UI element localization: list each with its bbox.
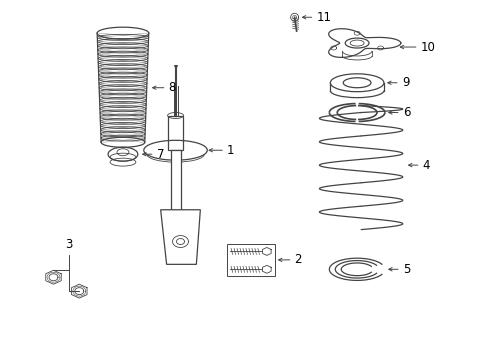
Text: 10: 10 bbox=[420, 41, 436, 54]
Text: 5: 5 bbox=[403, 263, 410, 276]
Text: 7: 7 bbox=[157, 148, 164, 161]
Polygon shape bbox=[161, 210, 200, 264]
Bar bbox=[171, 150, 180, 210]
Text: 8: 8 bbox=[169, 81, 176, 94]
Text: 2: 2 bbox=[294, 253, 302, 266]
Text: 1: 1 bbox=[227, 144, 235, 157]
Text: 6: 6 bbox=[403, 106, 410, 119]
Bar bbox=[227, 243, 275, 276]
Text: 11: 11 bbox=[317, 11, 331, 24]
Bar bbox=[168, 116, 183, 150]
Text: 9: 9 bbox=[402, 76, 409, 89]
Text: 4: 4 bbox=[422, 159, 430, 172]
Text: 3: 3 bbox=[65, 238, 72, 251]
